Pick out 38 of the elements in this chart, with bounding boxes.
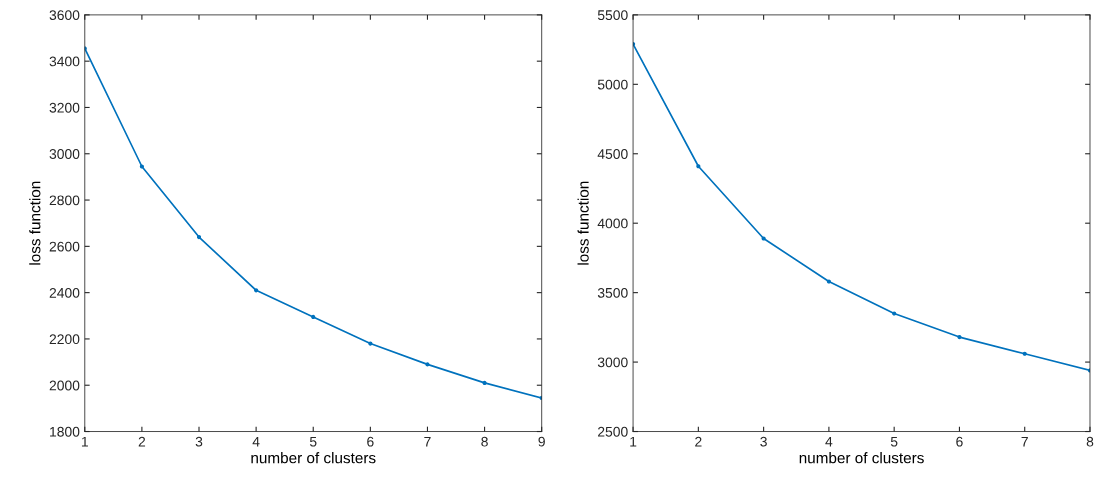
y-tick-label: 1800	[50, 426, 80, 437]
y-tick-label: 2400	[49, 287, 80, 298]
x-axis-title: number of clusters	[799, 452, 924, 464]
y-tick-label: 3500	[597, 287, 628, 298]
y-tick-label: 5000	[597, 79, 628, 90]
y-tick-label: 2200	[49, 334, 80, 345]
y-tick-label: 4000	[597, 218, 628, 229]
x-tick-label: 7	[424, 436, 431, 447]
x-tick-label: 6	[367, 436, 374, 447]
x-tick-label: 2	[695, 436, 702, 447]
y-tick-label: 3000	[49, 149, 80, 159]
x-tick-label: 2	[138, 436, 146, 447]
x-tick-label: 5	[309, 436, 317, 447]
y-tick-label: 3000	[597, 357, 628, 368]
y-tick-label: 4500	[597, 149, 628, 159]
y-tick-label: 3200	[49, 102, 80, 113]
y-tick-label: 2500	[598, 426, 628, 437]
x-tick-label: 4	[252, 436, 260, 447]
x-tick-label: 3	[195, 436, 203, 447]
y-tick-label: 2600	[49, 241, 80, 252]
x-tick-label: 1	[630, 436, 637, 447]
y-axis-title: loss function	[29, 181, 41, 265]
x-tick-label: 1	[81, 436, 88, 447]
y-tick-label: 2000	[49, 380, 80, 391]
x-tick-label: 9	[538, 436, 545, 447]
y-tick-label: 3400	[49, 56, 80, 67]
x-axis-title: number of clusters	[251, 452, 376, 464]
x-tick-label: 3	[760, 436, 767, 447]
x-tick-label: 8	[481, 436, 488, 447]
x-tick-label: 4	[825, 436, 833, 447]
x-tick-label: 6	[956, 436, 963, 447]
y-axis-title: loss function	[577, 181, 589, 265]
y-tick-label: 5500	[597, 10, 628, 21]
x-tick-label: 5	[890, 436, 898, 447]
y-tick-label: 3600	[49, 10, 80, 21]
x-tick-label: 7	[1021, 436, 1028, 447]
x-tick-label: 8	[1086, 436, 1094, 447]
y-tick-label: 2800	[49, 195, 80, 206]
